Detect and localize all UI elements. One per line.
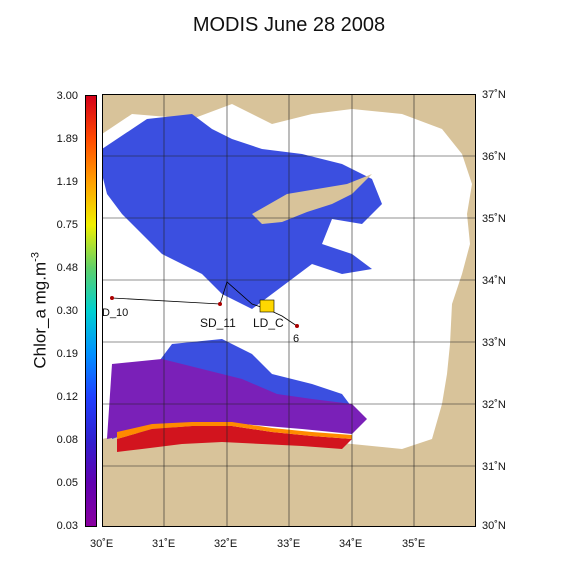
colorbar-tick-label: 1.19 [56,176,78,188]
lon-label: 32˚E [214,538,238,550]
lon-label: 30˚E [90,538,114,550]
chlorophyll-purple-region [107,359,367,439]
colorbar-tick-label: 0.19 [56,348,78,360]
colorbar-tick-label: 1.89 [56,133,78,145]
colorbar-tick-label: 0.03 [56,520,78,532]
lat-label: 35˚N [482,213,506,225]
colorbar [85,95,97,527]
ldc-station-grid [259,299,275,313]
map-title: MODIS June 28 2008 [192,14,386,36]
station-sd11-marker [218,302,222,306]
cyprus-island [252,174,372,224]
coastal-bloom-band [117,426,352,452]
lat-label: 36˚N [482,151,506,163]
lat-label: 31˚N [482,461,506,473]
lat-label: 34˚N [482,275,506,287]
lat-label: 30˚N [482,520,506,532]
graticule [102,94,476,527]
colorbar-tick-label: 0.08 [56,434,78,446]
coastal-bloom-edge [117,422,352,439]
chlorophyll-map [102,94,476,527]
lon-label: 33˚E [277,538,301,550]
lon-label: 31˚E [152,538,176,550]
colorbar-tick-label: 0.75 [56,219,78,231]
station-label-ldc: LD_C [253,316,284,330]
station-6-marker [295,324,299,328]
station-label-sd11: SD_11 [200,316,236,330]
chlorophyll-low-region [102,114,382,309]
station-label-d10: D_10 [102,307,129,319]
colorbar-label-superscript: -3 [29,252,42,262]
colorbar-tick-label: 0.12 [56,391,78,403]
colorbar-tick-label: 0.30 [56,305,78,317]
lat-label: 37˚N [482,89,506,101]
lon-label: 34˚E [339,538,363,550]
colorbar-tick-label: 0.05 [56,477,78,489]
colorbar-tick-label: 3.00 [56,90,78,102]
station-label-6: 6 [293,333,300,345]
lat-label: 33˚N [482,337,506,349]
colorbar-tick-label: 0.48 [56,262,78,274]
lat-label: 32˚N [482,399,506,411]
lon-label: 35˚E [402,538,426,550]
station-d10-marker [110,296,114,300]
